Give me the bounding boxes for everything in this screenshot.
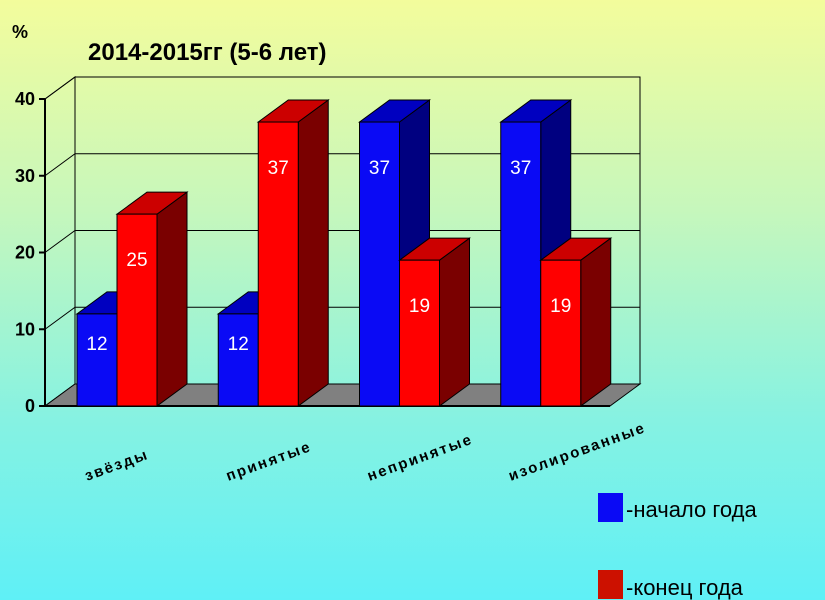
data-label: 12 <box>228 334 249 355</box>
category-label: принятые <box>224 438 314 485</box>
bar-side <box>439 237 470 407</box>
data-label: 37 <box>510 158 531 179</box>
category-label: изолированные <box>506 419 648 485</box>
legend-swatch-end <box>598 570 623 599</box>
category-label: звёзды <box>83 446 152 485</box>
bar <box>399 259 440 407</box>
bar <box>76 313 118 407</box>
gridline <box>44 153 640 177</box>
gridline <box>44 76 640 100</box>
category-labels: звёзды принятые непринятые изолированные <box>83 419 649 485</box>
data-labels: 12 25 12 37 37 19 37 19 <box>86 158 571 355</box>
data-label: 37 <box>369 158 390 179</box>
data-label: 25 <box>126 250 147 271</box>
data-label: 19 <box>550 296 571 317</box>
legend: -начало года -конец года <box>598 493 757 600</box>
y-tick-label: 0 <box>25 396 35 416</box>
legend-label-start: -начало года <box>626 497 757 522</box>
bar-side <box>580 237 612 407</box>
y-tick-label: 20 <box>15 243 35 263</box>
y-axis-ticks: 0 10 20 30 40 <box>15 89 45 416</box>
bar-side <box>297 99 329 407</box>
bar-side <box>156 191 188 407</box>
y-tick-label: 30 <box>15 166 35 186</box>
y-tick-label: 10 <box>15 319 35 339</box>
bar <box>257 121 299 407</box>
bars <box>75 99 613 407</box>
data-label: 12 <box>86 334 107 355</box>
chart-title: 2014-2015гг (5-6 лет) <box>88 39 327 66</box>
category-label: непринятые <box>365 431 475 485</box>
gridline <box>44 230 640 253</box>
y-axis-label: % <box>12 22 28 42</box>
data-label: 37 <box>268 158 289 179</box>
legend-label-end: -конец года <box>626 575 744 600</box>
data-label: 19 <box>409 296 430 317</box>
bar <box>116 213 158 407</box>
bar <box>217 313 259 407</box>
y-tick-label: 40 <box>15 89 35 109</box>
legend-swatch-start <box>598 493 623 522</box>
bar <box>540 259 582 407</box>
